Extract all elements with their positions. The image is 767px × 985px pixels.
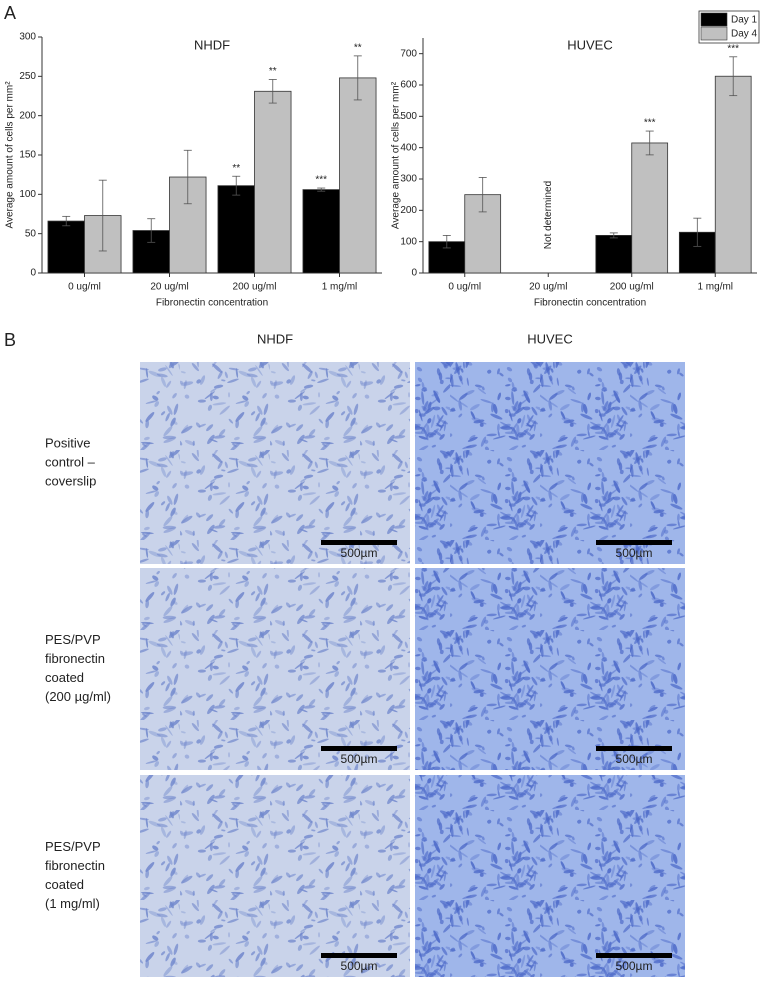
bar (302, 189, 340, 274)
scale-bar (596, 746, 672, 751)
y-tick-label: 100 (19, 189, 36, 200)
significance: *** (315, 175, 327, 186)
significance: ** (269, 66, 277, 77)
y-tick-label: 400 (400, 142, 417, 153)
row-label: (1 mg/ml) (45, 896, 100, 911)
micrograph (415, 568, 685, 770)
micrograph (140, 362, 410, 564)
y-tick-label: 200 (400, 205, 417, 216)
legend-label: Day 1 (731, 15, 758, 26)
scale-bar-label: 500µm (616, 546, 653, 560)
row-label: PES/PVP (45, 839, 101, 854)
y-tick-label: 600 (400, 80, 417, 91)
micrograph (140, 568, 410, 770)
significance: ** (354, 43, 362, 54)
row-label: fibronectin (45, 858, 105, 873)
chart-title: NHDF (194, 37, 230, 52)
y-tick-label: 700 (400, 48, 417, 59)
row-label: PES/PVP (45, 632, 101, 647)
scale-bar-label: 500µm (616, 959, 653, 973)
bar (631, 142, 669, 274)
scale-bar (596, 953, 672, 958)
micrograph (415, 362, 685, 564)
x-tick-label: 1 mg/ml (322, 282, 358, 293)
row-label: Positive (45, 435, 91, 450)
legend-swatch (700, 12, 728, 27)
row-label: coated (45, 877, 84, 892)
bar (714, 75, 752, 274)
y-tick-label: 0 (30, 268, 36, 279)
legend-swatch (700, 26, 728, 41)
scale-bar-label: 500µm (341, 959, 378, 973)
legend-label: Day 4 (731, 29, 758, 40)
y-tick-label: 250 (19, 71, 36, 82)
panel-label: A (4, 3, 16, 23)
row-label: (200 µg/ml) (45, 689, 111, 704)
x-axis-label: Fibronectin concentration (534, 298, 646, 309)
bar (339, 77, 377, 274)
significance: *** (644, 118, 656, 129)
x-tick-label: 0 ug/ml (68, 282, 101, 293)
bar (47, 220, 85, 274)
row-label: fibronectin (45, 651, 105, 666)
y-tick-label: 150 (19, 150, 36, 161)
row-label: coverslip (45, 473, 96, 488)
y-tick-label: 100 (400, 236, 417, 247)
x-tick-label: 20 ug/ml (529, 282, 567, 293)
not-determined: Not determined (543, 181, 554, 249)
x-axis-label: Fibronectin concentration (156, 298, 268, 309)
x-tick-label: 0 ug/ml (448, 282, 481, 293)
scale-bar (321, 540, 397, 545)
row-label: control – (45, 454, 96, 469)
y-axis-label: Average amount of cells per mm² (391, 81, 402, 229)
scale-bar-label: 500µm (341, 546, 378, 560)
column-header: HUVEC (527, 331, 573, 346)
scale-bar-label: 500µm (616, 752, 653, 766)
y-tick-label: 300 (400, 174, 417, 185)
x-tick-label: 1 mg/ml (697, 282, 733, 293)
scale-bar (596, 540, 672, 545)
bar (254, 90, 292, 274)
scale-bar (321, 746, 397, 751)
micrograph (140, 775, 410, 977)
bar (595, 234, 633, 274)
significance: *** (727, 43, 739, 54)
row-label: coated (45, 670, 84, 685)
y-tick-label: 50 (25, 228, 37, 239)
bar (217, 185, 255, 274)
significance: ** (232, 163, 240, 174)
y-tick-label: 0 (411, 268, 417, 279)
scale-bar-label: 500µm (341, 752, 378, 766)
chart-title: HUVEC (567, 37, 613, 52)
x-tick-label: 200 ug/ml (610, 282, 654, 293)
panel-label: B (4, 330, 16, 350)
y-tick-label: 200 (19, 110, 36, 121)
scale-bar (321, 953, 397, 958)
y-tick-label: 500 (400, 111, 417, 122)
micrograph (415, 775, 685, 977)
y-axis-label: Average amount of cells per mm² (5, 81, 16, 229)
column-header: NHDF (257, 331, 293, 346)
x-tick-label: 20 ug/ml (150, 282, 188, 293)
y-tick-label: 300 (19, 32, 36, 43)
x-tick-label: 200 ug/ml (233, 282, 277, 293)
